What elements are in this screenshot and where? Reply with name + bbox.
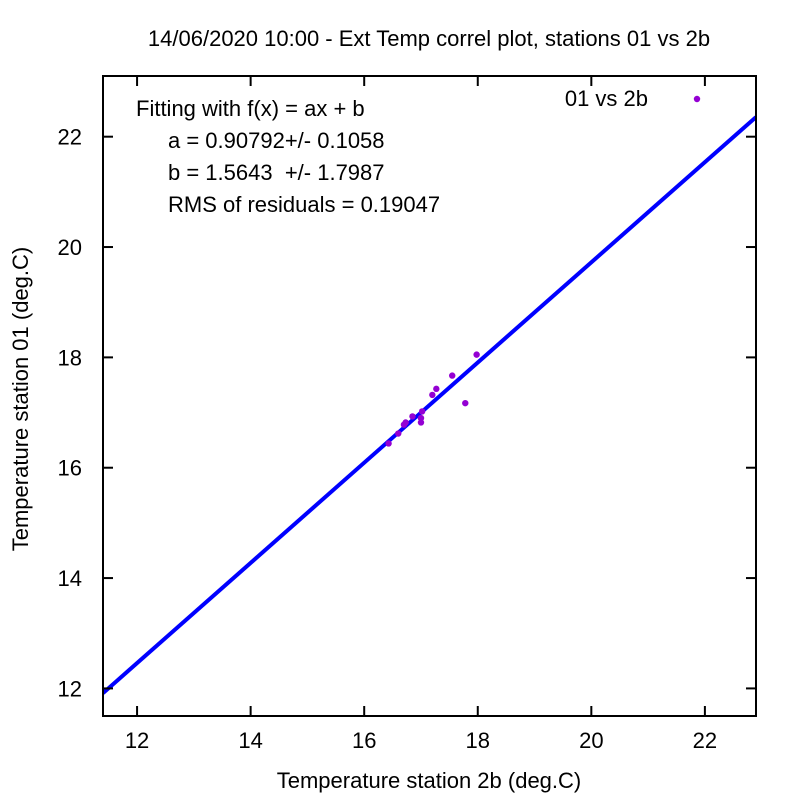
x-tick-label: 14: [238, 728, 262, 753]
data-point: [385, 440, 392, 447]
data-point: [417, 419, 425, 426]
fit-annotation-line-2: a = 0.90792+/- 0.1058: [168, 128, 385, 153]
legend-marker-point: [693, 95, 701, 103]
fit-annotation-line-1: Fitting with f(x) = ax + b: [136, 96, 365, 121]
axis-tick-labels: 12 14 16 18 20 22 12 14 16 18 20 22: [58, 125, 718, 753]
fit-annotation: Fitting with f(x) = ax + b a = 0.90792+/…: [136, 96, 440, 217]
data-point: [402, 419, 409, 426]
x-tick-label: 18: [466, 728, 490, 753]
data-point: [433, 385, 440, 393]
x-tick-label: 22: [693, 728, 717, 753]
x-tick-label: 20: [579, 728, 603, 753]
y-tick-label: 12: [58, 676, 82, 701]
legend-marker: [693, 95, 701, 103]
data-point: [417, 414, 425, 422]
plot-area: [103, 115, 756, 695]
legend-label: 01 vs 2b: [565, 86, 648, 111]
fit-line: [103, 115, 756, 695]
legend: 01 vs 2b: [565, 86, 701, 111]
x-tick-label: 16: [352, 728, 376, 753]
x-axis-label: Temperature station 2b (deg.C): [277, 768, 582, 793]
y-tick-label: 22: [58, 125, 82, 150]
y-tick-label: 14: [58, 566, 82, 591]
axis-ticks: [103, 76, 756, 716]
x-tick-label: 12: [125, 728, 149, 753]
fit-annotation-line-4: RMS of residuals = 0.19047: [168, 192, 440, 217]
data-point: [449, 372, 456, 379]
data-point: [462, 399, 469, 407]
chart-title: 14/06/2020 10:00 - Ext Temp correl plot,…: [148, 26, 710, 51]
fit-annotation-line-3: b = 1.5643 +/- 1.7987: [168, 160, 385, 185]
data-point: [395, 430, 402, 437]
y-tick-label: 18: [58, 345, 82, 370]
y-tick-label: 16: [58, 456, 82, 481]
y-axis-label: Temperature station 01 (deg.C): [8, 247, 33, 552]
plot-frame: [102, 75, 757, 717]
y-tick-label: 20: [58, 235, 82, 260]
data-point: [473, 351, 480, 358]
data-point: [429, 391, 436, 399]
data-point: [409, 413, 416, 420]
data-point: [418, 408, 426, 415]
